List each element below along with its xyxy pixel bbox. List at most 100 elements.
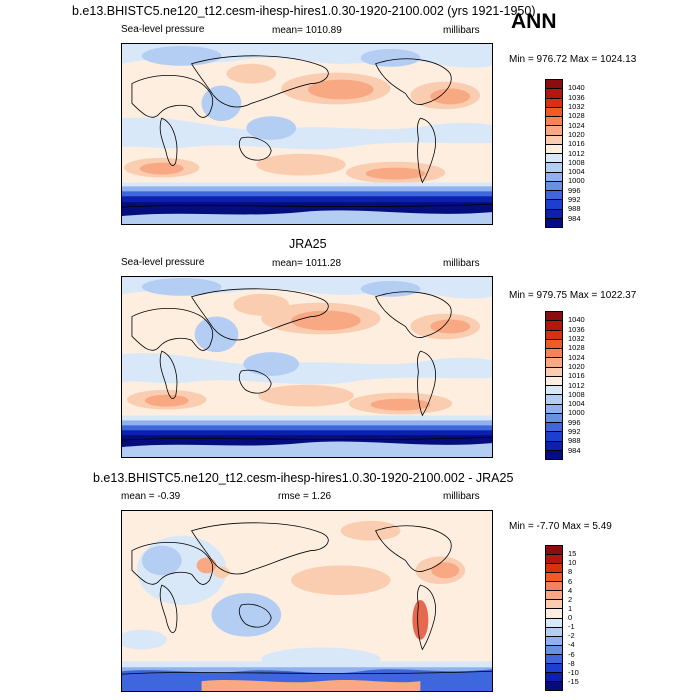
colorbar-box	[546, 654, 562, 664]
panel-1-title: b.e13.BHISTC5.ne120_t12.cesm-ihesp-hires…	[72, 4, 536, 18]
colorbar-box	[546, 135, 562, 145]
colorbar-tick-label: -8	[568, 658, 575, 668]
colorbar-tick-label: 15	[568, 549, 577, 559]
panel-3-mean-label: mean = -0.39	[121, 491, 181, 502]
colorbar-tick-label: 1036	[568, 92, 585, 102]
colorbar-box	[546, 386, 562, 396]
colorbar-box	[546, 358, 562, 368]
colorbar-tick-label: 1	[568, 603, 573, 613]
colorbar-tick-label: 984	[568, 445, 581, 455]
colorbar-tick-label: 1020	[568, 361, 585, 371]
colorbar-tick-label: 988	[568, 436, 581, 446]
colorbar-tick-label: 10	[568, 558, 577, 568]
colorbar-box	[546, 218, 562, 227]
colorbar-tick-label: 1024	[568, 352, 585, 362]
colorbar-tick-label: 1020	[568, 129, 585, 139]
colorbar-box	[546, 609, 562, 619]
colorbar-box	[546, 98, 562, 108]
colorbar-box	[546, 441, 562, 451]
colorbar-tick-label: 1008	[568, 157, 585, 167]
colorbar-box	[546, 367, 562, 377]
colorbar-tick-label: 984	[568, 213, 581, 223]
panel-1-units-label: millibars	[443, 25, 480, 36]
colorbar-tick-label: 1040	[568, 315, 585, 325]
colorbar-tick-label: -6	[568, 649, 575, 659]
colorbar-box	[546, 645, 562, 655]
colorbar-box	[546, 663, 562, 673]
colorbar-box	[546, 618, 562, 628]
colorbar-tick-label: 1024	[568, 120, 585, 130]
colorbar-tick-label: 1036	[568, 324, 585, 334]
colorbar-tick-label: 4	[568, 585, 573, 595]
colorbar-box	[546, 627, 562, 637]
colorbar-box	[546, 573, 562, 583]
colorbar-tick-label: 996	[568, 417, 581, 427]
colorbar-box	[546, 163, 562, 173]
colorbar-tick-label: 8	[568, 567, 573, 577]
colorbar-box	[546, 144, 562, 154]
colorbar-box	[546, 330, 562, 340]
colorbar-box	[546, 321, 562, 331]
colorbar-tick-label: 1032	[568, 333, 585, 343]
panel-3-rmse-label: rmse = 1.26	[278, 491, 332, 502]
colorbar-box	[546, 191, 562, 201]
colorbar-tick-label: 1004	[568, 167, 585, 177]
colorbar-box	[546, 339, 562, 349]
colorbar-tick-label: 1012	[568, 148, 585, 158]
colorbar-box	[546, 672, 562, 682]
colorbar-box	[546, 591, 562, 601]
panel-2-units-label: millibars	[443, 258, 480, 269]
colorbar-tick-label: 1016	[568, 139, 585, 149]
colorbar-tick-label: 1012	[568, 380, 585, 390]
colorbar-tick-label: 0	[568, 613, 573, 622]
colorbar-box	[546, 582, 562, 592]
panel-1-minmax-label: Min = 976.72 Max = 1024.13	[509, 54, 637, 65]
colorbar-tick-label: 1000	[568, 408, 585, 418]
colorbar-box	[546, 89, 562, 99]
colorbar-tick-label: -2	[568, 631, 575, 641]
panel-3-title: b.e13.BHISTC5.ne120_t12.cesm-ihesp-hires…	[93, 471, 514, 485]
colorbar-box	[546, 395, 562, 405]
colorbar-box	[546, 172, 562, 182]
colorbar-tick-label: 992	[568, 195, 581, 205]
colorbar-box	[546, 117, 562, 127]
colorbar-box	[546, 80, 562, 90]
panel-2-map	[121, 276, 493, 458]
season-label: ANN	[511, 10, 557, 33]
colorbar-tick-label: -1	[568, 622, 575, 632]
panel-3-minmax-label: Min = -7.70 Max = 5.49	[509, 521, 612, 532]
panel-2-colorbar	[545, 311, 563, 460]
panel-3-units-label: millibars	[443, 491, 480, 502]
colorbar-tick-label: -4	[568, 640, 575, 650]
colorbar-tick-label: 1008	[568, 389, 585, 399]
colorbar-box	[546, 404, 562, 414]
colorbar-box	[546, 376, 562, 386]
colorbar-box	[546, 555, 562, 565]
colorbar-tick-label: 1032	[568, 101, 585, 111]
colorbar-box	[546, 413, 562, 423]
colorbar-tick-label: 988	[568, 204, 581, 214]
colorbar-box	[546, 432, 562, 442]
colorbar-box	[546, 154, 562, 164]
colorbar-tick-label: 996	[568, 185, 581, 195]
colorbar-tick-label: 1000	[568, 176, 585, 186]
colorbar-tick-label: 1040	[568, 83, 585, 93]
colorbar-box	[546, 200, 562, 210]
panel-3-colorbar	[545, 545, 563, 691]
colorbar-box	[546, 181, 562, 191]
panel-1-mean-label: mean= 1010.89	[272, 25, 342, 36]
colorbar-tick-label: 1016	[568, 371, 585, 381]
colorbar-tick-label: 1028	[568, 343, 585, 353]
colorbar-tick-label: -10	[568, 667, 579, 677]
colorbar-box	[546, 636, 562, 646]
colorbar-box	[546, 546, 562, 556]
colorbar-box	[546, 450, 562, 459]
panel-2-title: JRA25	[289, 237, 327, 251]
panel-1-map	[121, 43, 493, 225]
colorbar-box	[546, 209, 562, 219]
panel-1-colorbar	[545, 79, 563, 228]
colorbar-box	[546, 681, 562, 690]
panel-2-minmax-label: Min = 979.75 Max = 1022.37	[509, 290, 637, 301]
panel-3-map	[121, 510, 493, 692]
panel-2-mean-label: mean= 1011.28	[272, 258, 342, 269]
